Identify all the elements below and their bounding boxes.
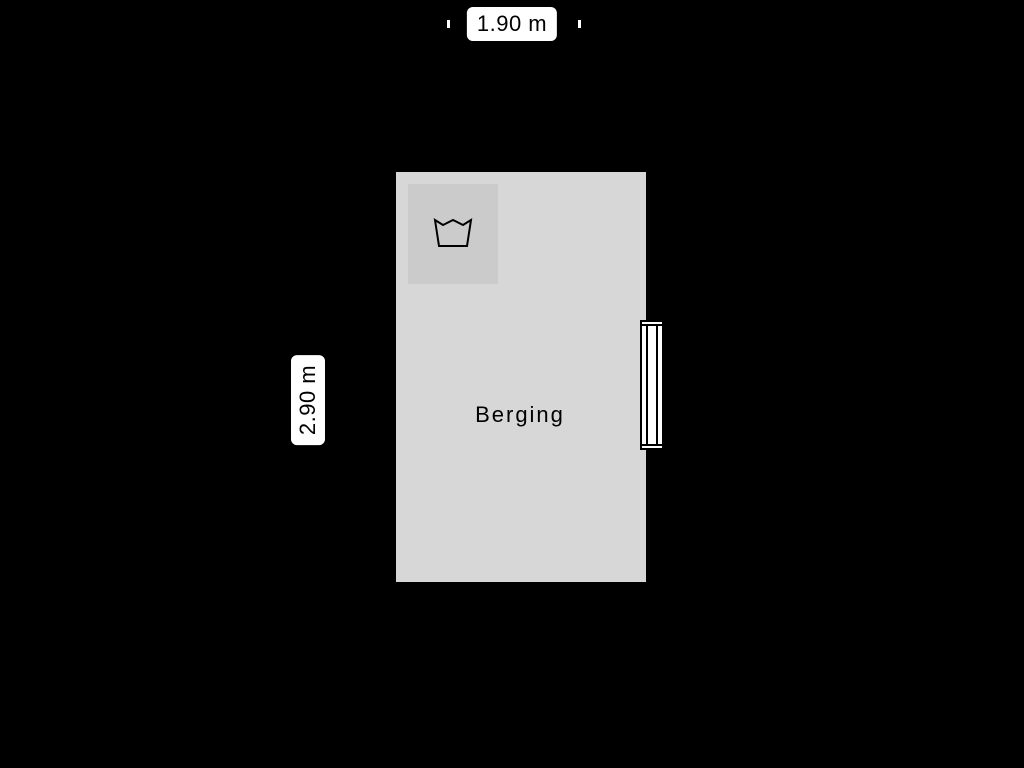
window-right: [640, 320, 664, 450]
room-label: Berging: [475, 402, 565, 428]
dimension-width-tick-right: [578, 20, 581, 28]
dimension-width-label: 1.90 m: [467, 7, 557, 41]
fixture-laundry: [408, 184, 498, 284]
laundry-icon: [429, 214, 477, 254]
dimension-width-tick-left: [447, 20, 450, 28]
dimension-height-label: 2.90 m: [291, 355, 325, 445]
floorplan-canvas: 1.90 m 2.90 m Berging: [0, 0, 1024, 768]
